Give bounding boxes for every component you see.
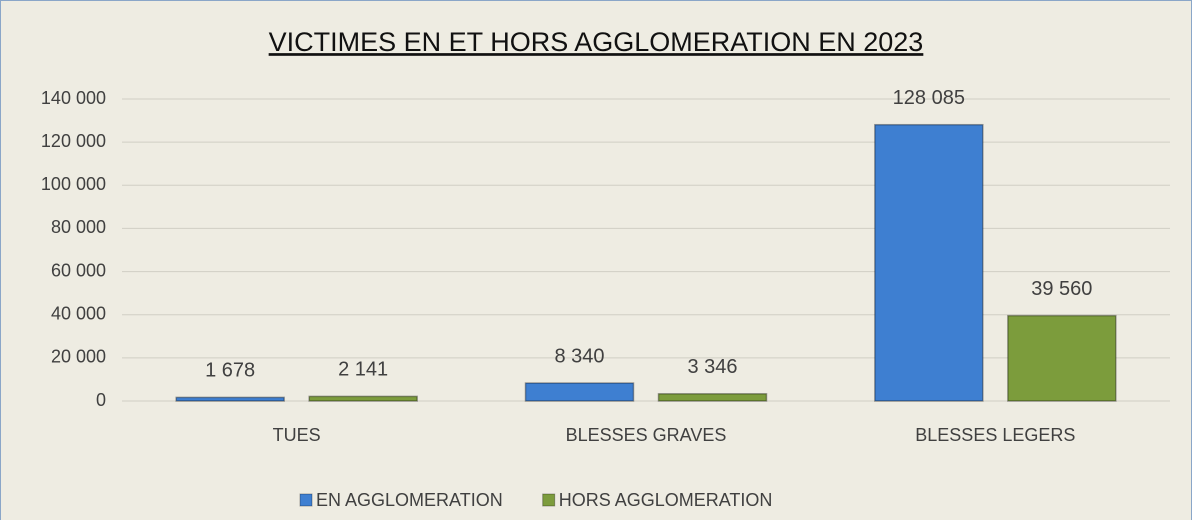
bar [524,382,635,402]
legend-label: HORS AGGLOMERATION [559,490,773,510]
y-tick-label: 0 [96,390,106,410]
data-label: 39 560 [1031,278,1092,300]
bar [1007,314,1117,402]
legend-swatch [542,493,556,507]
bar [657,393,768,402]
y-tick-label: 80 000 [51,217,106,237]
bar [175,396,285,402]
bar [874,123,984,402]
legend-swatch [299,493,313,507]
y-tick-label: 40 000 [51,303,106,323]
data-label: 8 340 [554,345,604,367]
x-tick-label: BLESSES GRAVES [566,425,727,445]
y-tick-label: 120 000 [41,131,106,151]
y-tick-label: 140 000 [41,88,106,108]
legend-label: EN AGGLOMERATION [316,490,503,510]
bar [308,395,418,402]
data-label: 1 678 [205,359,255,381]
y-tick-label: 100 000 [41,174,106,194]
y-tick-label: 20 000 [51,347,106,367]
data-label: 128 085 [893,87,965,109]
x-tick-label: BLESSES LEGERS [915,425,1075,445]
chart-title: VICTIMES EN ET HORS AGGLOMERATION EN 202… [269,27,924,57]
data-label: 2 141 [338,359,388,381]
x-tick-label: TUES [273,425,321,445]
data-label: 3 346 [687,356,737,378]
y-tick-label: 60 000 [51,260,106,280]
